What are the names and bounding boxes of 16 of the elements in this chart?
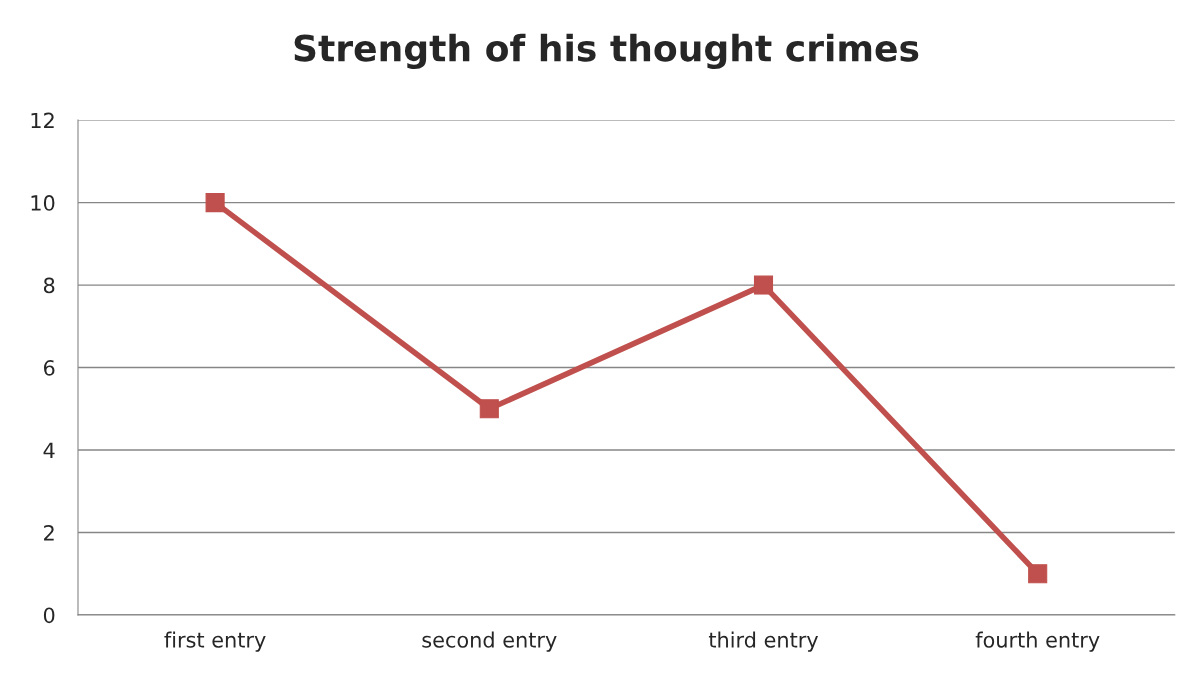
point [205,193,225,213]
y-tick-label: 0 [43,607,55,624]
point [753,275,774,295]
point [479,399,499,419]
x-tick-label: second entry [422,631,557,652]
point [1028,564,1048,584]
y-tick-label: 10 [31,195,55,211]
y-tick-label: 2 [44,524,54,541]
y-tick-label: 4 [43,442,55,458]
x-tick-label: fourth entry [975,631,1100,652]
y-tick-label: 12 [31,112,54,129]
chart-title: Strength of his thought crimes [294,33,919,69]
x-tick-label: third entry [708,631,819,652]
x-tick-label: first entry [164,631,266,652]
y-tick-label: 8 [43,277,55,294]
y-tick-label: 6 [43,359,55,376]
